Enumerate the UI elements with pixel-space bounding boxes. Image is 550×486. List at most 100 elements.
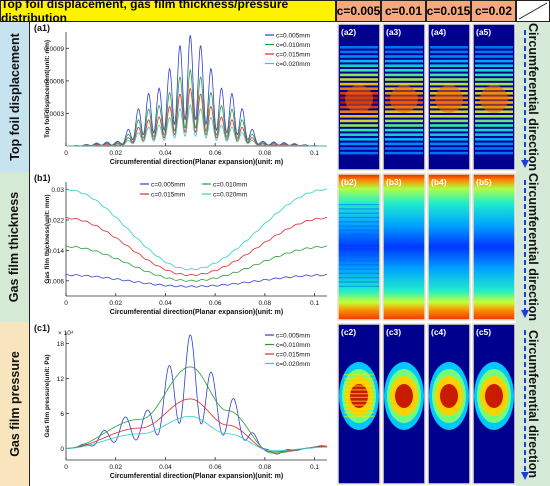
y-tick-label: 6	[60, 411, 64, 418]
stripe	[385, 46, 423, 49]
series-line	[66, 87, 327, 147]
column-header-c002: c=0.02	[471, 0, 516, 22]
side-label-row1: Circumferential direction	[516, 22, 550, 172]
x-tick-label: 0.08	[259, 150, 272, 157]
stripe	[385, 82, 423, 86]
contour-panel: (b3)	[382, 173, 426, 321]
x-tick-label: 0.02	[109, 464, 122, 471]
series-line	[65, 217, 328, 277]
contour-panel: (c5)	[472, 323, 516, 485]
stripe	[475, 115, 513, 118]
chart-gas-film-thickness: 0 0.02 0.04 0.06 0.08 0.1 0.006 0.014 0.022 0.03 C…	[30, 172, 335, 322]
stripe	[338, 264, 380, 266]
stripe	[385, 119, 423, 123]
series-line	[66, 103, 327, 147]
series-line	[65, 245, 328, 282]
legend-entry: c=0.010mm	[276, 342, 310, 349]
stripe	[385, 59, 423, 63]
contour-panel: (a4)	[427, 23, 471, 171]
stripe	[430, 50, 468, 54]
stripe	[340, 78, 378, 81]
stripe	[475, 133, 513, 136]
panel-label: (a2)	[341, 27, 356, 37]
stripe	[385, 64, 423, 67]
hot-spot	[345, 85, 373, 113]
stripe	[475, 147, 513, 150]
stripe	[475, 119, 513, 123]
stripe	[340, 59, 378, 63]
stripe	[344, 400, 374, 402]
chart-gas-film-pressure: 0 0.02 0.04 0.06 0.08 0.1 0 6 12 18 Circumferentia…	[30, 322, 335, 486]
series-line	[66, 366, 327, 454]
stripe	[338, 277, 380, 279]
stripe	[385, 128, 423, 132]
contour-maps: (a2) (a3) (a4) (a5) (b2) (b3) (b4) (b5) (c2) (c3)…	[337, 23, 516, 485]
stripe	[338, 268, 380, 270]
chart-top-foil-displacement: 0 0.02 0.04 0.06 0.08 0.1 0.0003 0.0006 0.0009 Ci…	[30, 22, 335, 172]
series-line	[66, 68, 327, 147]
stripe	[338, 281, 380, 283]
stripe	[385, 50, 423, 54]
panel-label: (c2)	[341, 327, 356, 337]
panel-border	[382, 173, 426, 321]
pressure-core	[440, 384, 458, 408]
stripe	[338, 221, 380, 223]
stripe	[340, 119, 378, 123]
stripe	[344, 415, 374, 418]
stripe	[475, 82, 513, 86]
panel-label: (c4)	[431, 327, 446, 337]
row-label-displacement: Top foil displacement	[0, 22, 30, 172]
panel-label: (c1)	[34, 323, 50, 333]
y-tick-label: 0.0009	[44, 46, 64, 53]
panel-label: (a1)	[34, 23, 50, 33]
stripe	[385, 147, 423, 150]
stripe	[344, 385, 374, 387]
panel-border	[337, 173, 381, 321]
x-tick-label: 0.06	[209, 300, 222, 307]
stripe	[340, 151, 378, 155]
x-tick-label: 0.06	[209, 150, 222, 157]
x-tick-label: 0.02	[109, 150, 122, 157]
stripe	[344, 374, 374, 376]
stripe	[430, 82, 468, 86]
legend-entry: c=0.010mm	[276, 42, 310, 49]
y-tick-label: 0.03	[51, 187, 64, 194]
y-tick-label: 0	[60, 446, 64, 453]
panel-label: (b5)	[476, 177, 492, 187]
stripe	[338, 242, 380, 244]
stripe	[430, 55, 468, 58]
panel-border	[472, 173, 516, 321]
thickness-fill	[428, 174, 470, 320]
x-tick-label: 0	[64, 464, 68, 471]
panel-label: (b2)	[341, 177, 357, 187]
row-label-pressure: Gas film pressure	[0, 322, 30, 486]
stripe	[475, 50, 513, 54]
stripe	[340, 115, 378, 118]
stripe	[344, 393, 374, 395]
y-axis-label: Gas film thickness(unit: mm)	[44, 194, 51, 283]
stripe	[340, 138, 378, 141]
column-header-c001: c=0.01	[381, 0, 426, 22]
stripe	[430, 64, 468, 67]
arrow-down-icon	[521, 30, 529, 480]
panel-border	[427, 323, 471, 485]
x-tick-label: 0.02	[109, 300, 122, 307]
y-multiplier: × 10⁴	[58, 330, 74, 337]
panel-label: (c5)	[476, 327, 491, 337]
stripe	[338, 229, 380, 231]
panel-border	[337, 23, 381, 171]
contour-panel: (a3)	[382, 23, 426, 171]
y-axis-label: Gas film pressure(unit: Pa)	[44, 354, 51, 437]
panel-border	[472, 323, 516, 485]
legend-entry: c=0.015mm	[276, 352, 310, 359]
stripe	[340, 124, 378, 127]
panel-border	[382, 323, 426, 485]
stripe	[385, 133, 423, 136]
panel-border	[427, 173, 471, 321]
stripe	[340, 73, 378, 77]
stripe	[338, 216, 380, 219]
hot-spot	[480, 85, 508, 113]
stripe	[340, 142, 378, 146]
stripe	[475, 78, 513, 81]
stripe	[385, 78, 423, 81]
